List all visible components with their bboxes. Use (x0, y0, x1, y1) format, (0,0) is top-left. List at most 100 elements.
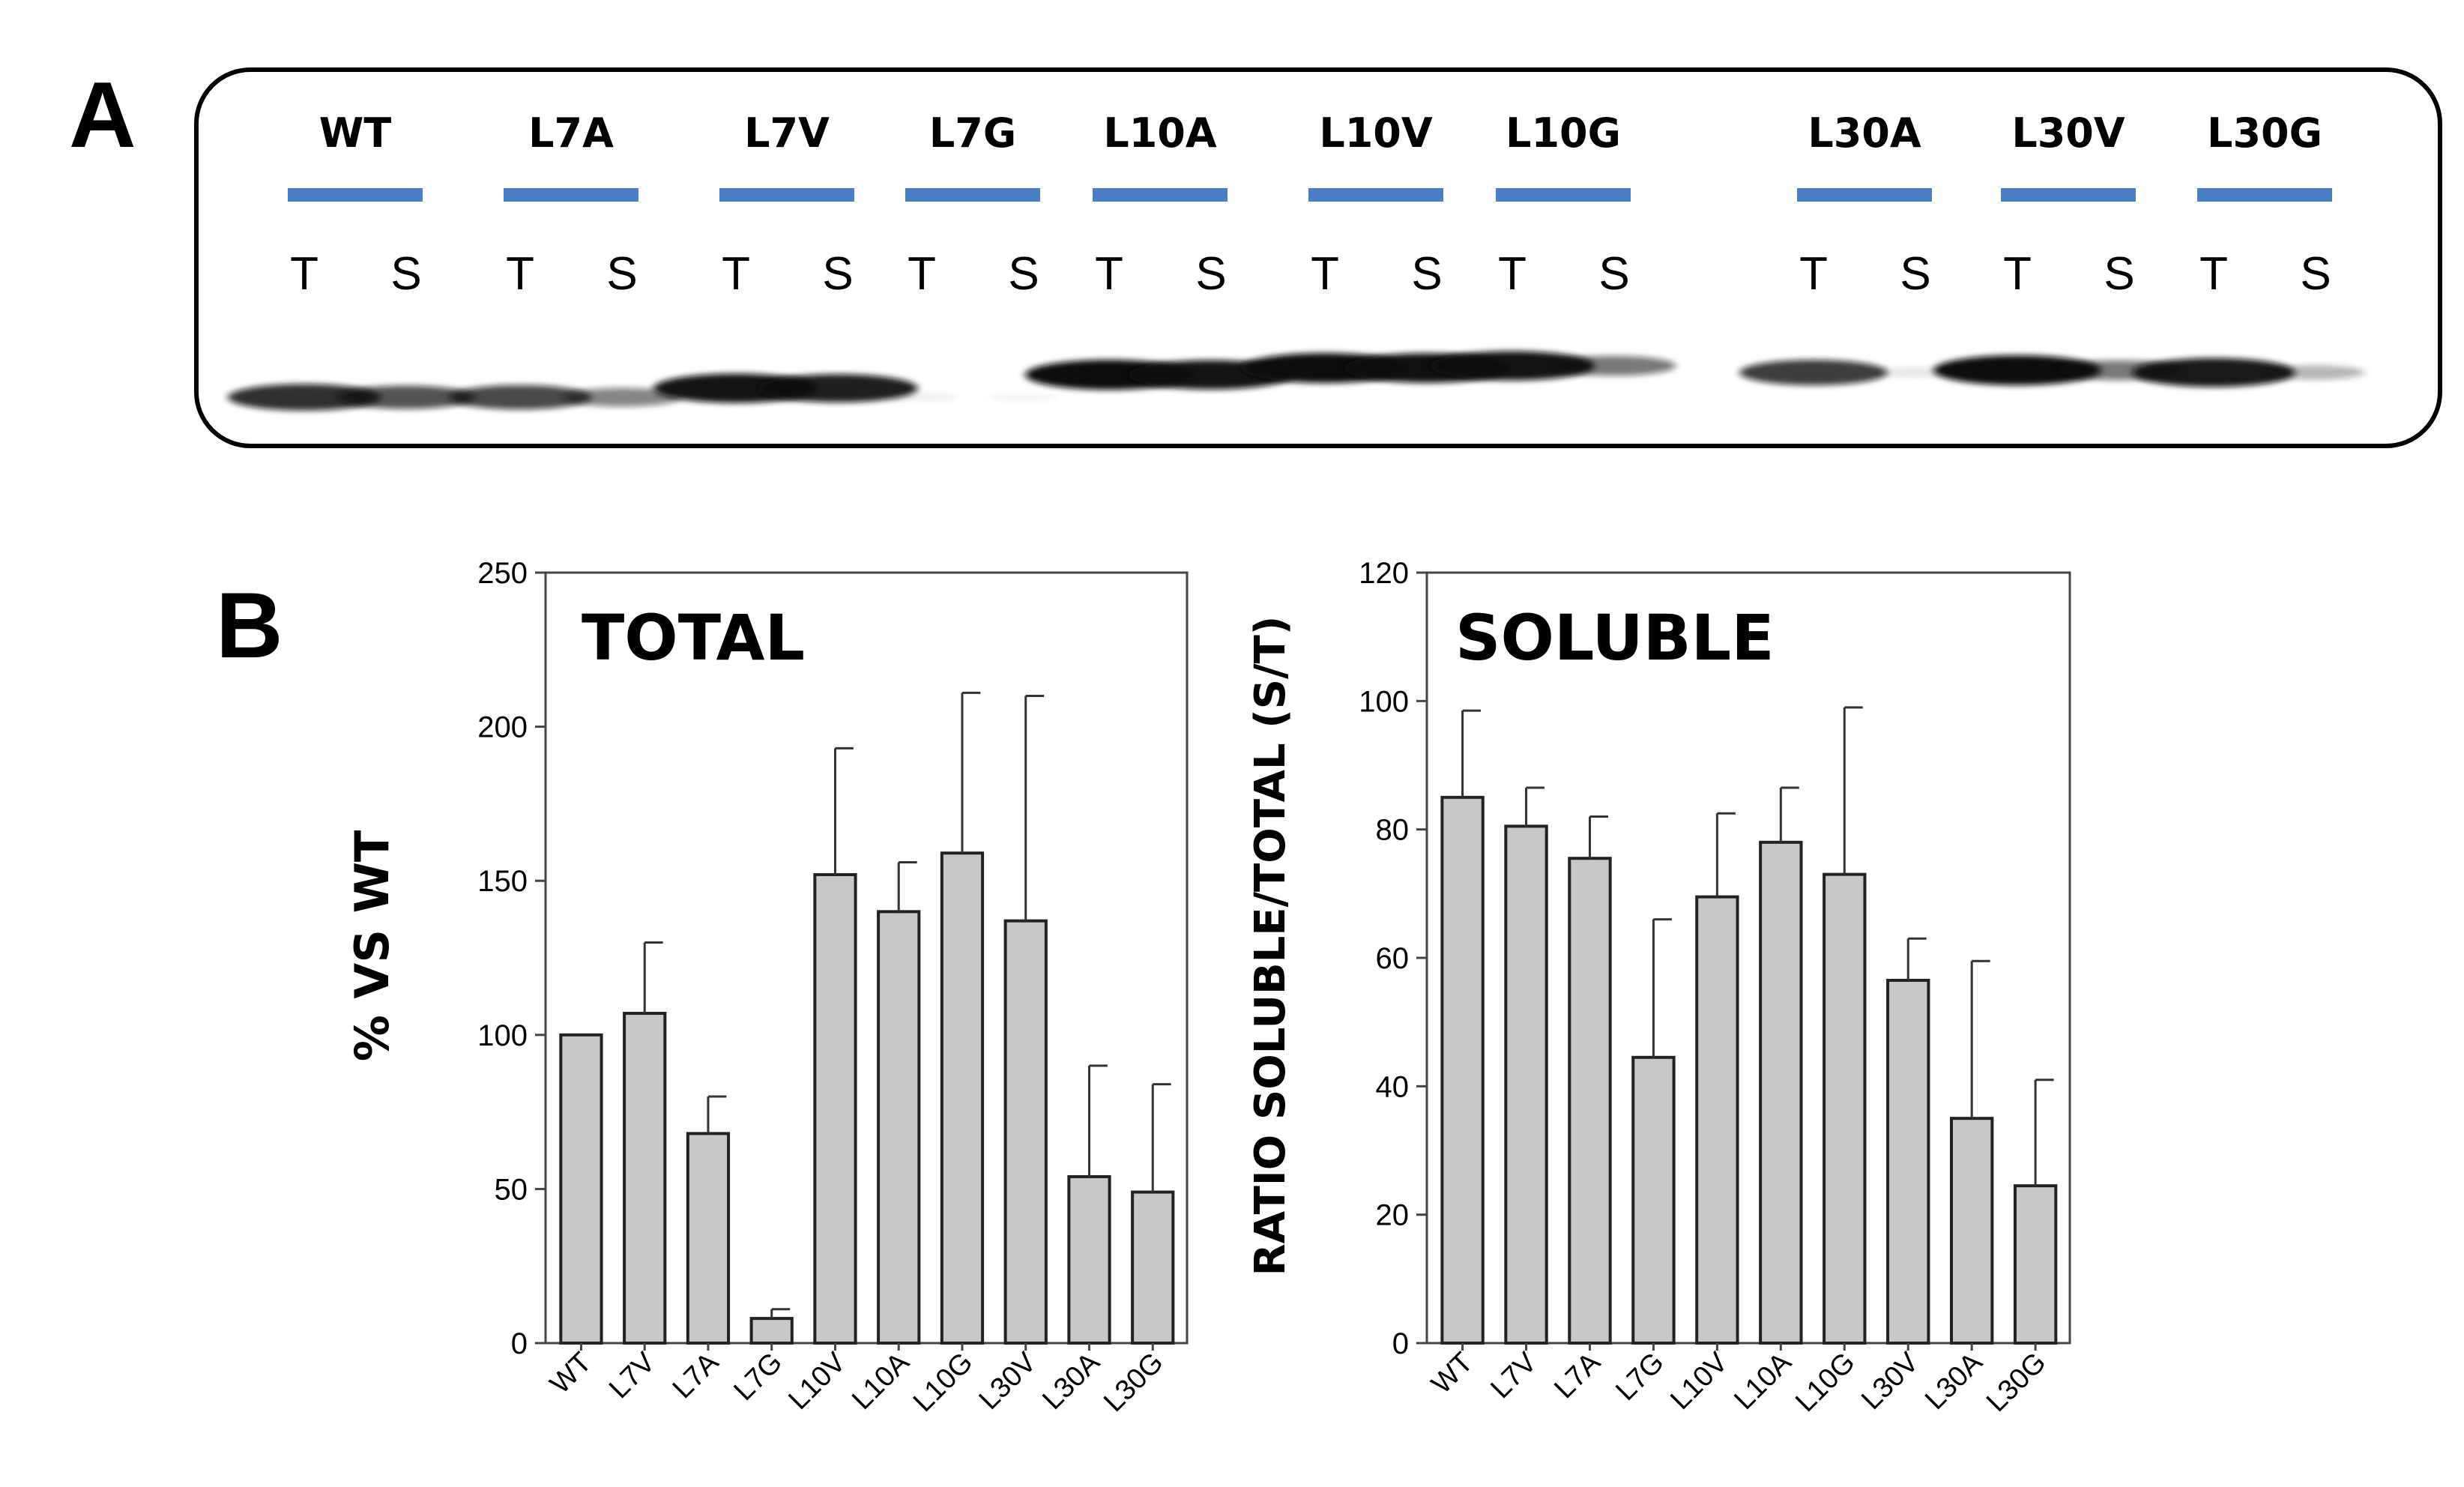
lane-bar (2001, 188, 2136, 202)
total-band (2132, 358, 2295, 387)
panel-b-letter: B (216, 574, 283, 678)
lane-bar (719, 188, 854, 202)
total-lane-label: T (722, 248, 750, 300)
total-band (448, 384, 592, 410)
bar-l30g (1131, 1190, 1175, 1345)
bar-l7g (749, 1317, 794, 1345)
lane-name: L30V (2011, 109, 2125, 157)
lane-name: L7G (929, 109, 1016, 157)
lane-name: L7V (744, 109, 830, 157)
lane-bar (1308, 188, 1443, 202)
total-lane-label: T (1311, 248, 1339, 300)
blot-lane-l30v: L30V T S (1933, 109, 2181, 385)
soluble-band (758, 374, 918, 402)
total-band (1933, 355, 2101, 385)
soluble-band (1552, 355, 1676, 376)
total-lane-label: T (290, 248, 318, 300)
x-tick-label: WT (544, 1347, 597, 1400)
s-lane-label: S (2104, 248, 2134, 300)
bar-l30g (2013, 1184, 2058, 1345)
bar-l10a (877, 910, 921, 1345)
s-lane-label: S (1411, 248, 1442, 300)
s-lane-label: S (822, 248, 853, 300)
bar-l7a (1568, 857, 1612, 1345)
lane-name: L10G (1506, 109, 1621, 157)
blot-lane-l30g: L30G T S (2132, 109, 2365, 387)
bar-l7g (1631, 1055, 1676, 1345)
y-tick-label: 150 (477, 865, 528, 898)
lane-bar (905, 188, 1040, 202)
x-tick-label: L7V (603, 1346, 662, 1405)
chart-title: SOLUBLE (1455, 601, 1775, 675)
x-tick-label: L10V (1664, 1346, 1734, 1416)
x-tick-label: L10A (846, 1346, 916, 1416)
y-axis-label: RATIO SOLUBLE/TOTAL (S/T) (1246, 616, 1295, 1276)
western-blot-frame (194, 67, 2442, 448)
s-lane-label: S (1195, 248, 1226, 300)
x-tick-label: L30V (973, 1346, 1043, 1416)
bar-l10v (1695, 895, 1739, 1345)
x-tick-label: L30G (1098, 1347, 1169, 1418)
total-band (1739, 360, 1888, 385)
bar-l30a (1067, 1174, 1111, 1345)
total-lane-label: T (1095, 248, 1123, 300)
y-tick-label: 0 (1392, 1327, 1409, 1360)
plot-frame (544, 571, 1189, 1345)
lane-name: L30A (1808, 109, 1921, 157)
s-lane-label: S (390, 248, 421, 300)
lane-bar (288, 188, 423, 202)
s-lane-label: S (2300, 248, 2331, 300)
panel-a-letter: A (69, 64, 136, 167)
bar-l7a (686, 1132, 731, 1345)
lane-bar (2197, 188, 2332, 202)
bar-l7v (623, 1012, 667, 1345)
lane-name: L10A (1103, 109, 1217, 157)
y-tick-label: 100 (477, 1019, 528, 1052)
soluble-band (336, 385, 476, 409)
total-band (884, 393, 959, 402)
y-tick-label: 250 (477, 557, 528, 590)
blot-lane-l10g: L10G T S (1429, 109, 1676, 381)
x-tick-label: L10G (1790, 1347, 1861, 1418)
x-tick-label: L10G (908, 1347, 979, 1418)
soluble-band (2266, 365, 2365, 380)
x-tick-label: L10A (1728, 1346, 1798, 1416)
y-tick-label: 200 (477, 711, 528, 744)
x-tick-label: L7V (1485, 1346, 1543, 1405)
total-lane-label: T (908, 248, 936, 300)
y-tick-label: 40 (1376, 1070, 1410, 1103)
total-lane-label: T (2199, 248, 2228, 300)
bar-l10a (1759, 840, 1803, 1345)
s-lane-label: S (1008, 248, 1039, 300)
lane-name: L10V (1319, 109, 1433, 157)
bar-l30a (1949, 1117, 1994, 1345)
x-tick-label: WT (1425, 1347, 1479, 1400)
bar-l7v (1504, 824, 1548, 1345)
x-tick-label: L7A (667, 1346, 725, 1405)
lane-bar (1093, 188, 1228, 202)
y-tick-label: 50 (495, 1173, 528, 1206)
total-band (1429, 351, 1595, 381)
x-tick-label: L30G (1981, 1347, 2052, 1418)
bar-l10g (1823, 872, 1867, 1345)
lane-name: WT (319, 109, 392, 157)
x-tick-label: L30A (1036, 1346, 1106, 1416)
bar-l30v (1003, 919, 1048, 1345)
y-tick-label: 20 (1376, 1199, 1410, 1232)
total-lane-label: T (2003, 248, 2032, 300)
blot-lane-l7v: L7V T S (653, 109, 918, 403)
soluble-band (563, 387, 681, 407)
lane-bar (504, 188, 638, 202)
total-lane-label: T (1799, 248, 1828, 300)
bar-wt (559, 1033, 603, 1345)
y-tick-label: 0 (511, 1327, 528, 1360)
bar-l10g (940, 851, 985, 1345)
s-lane-label: S (1598, 248, 1629, 300)
x-tick-label: L30V (1855, 1346, 1925, 1416)
s-lane-label: S (606, 248, 637, 300)
total-lane-label: T (506, 248, 534, 300)
y-tick-label: 60 (1376, 942, 1410, 975)
